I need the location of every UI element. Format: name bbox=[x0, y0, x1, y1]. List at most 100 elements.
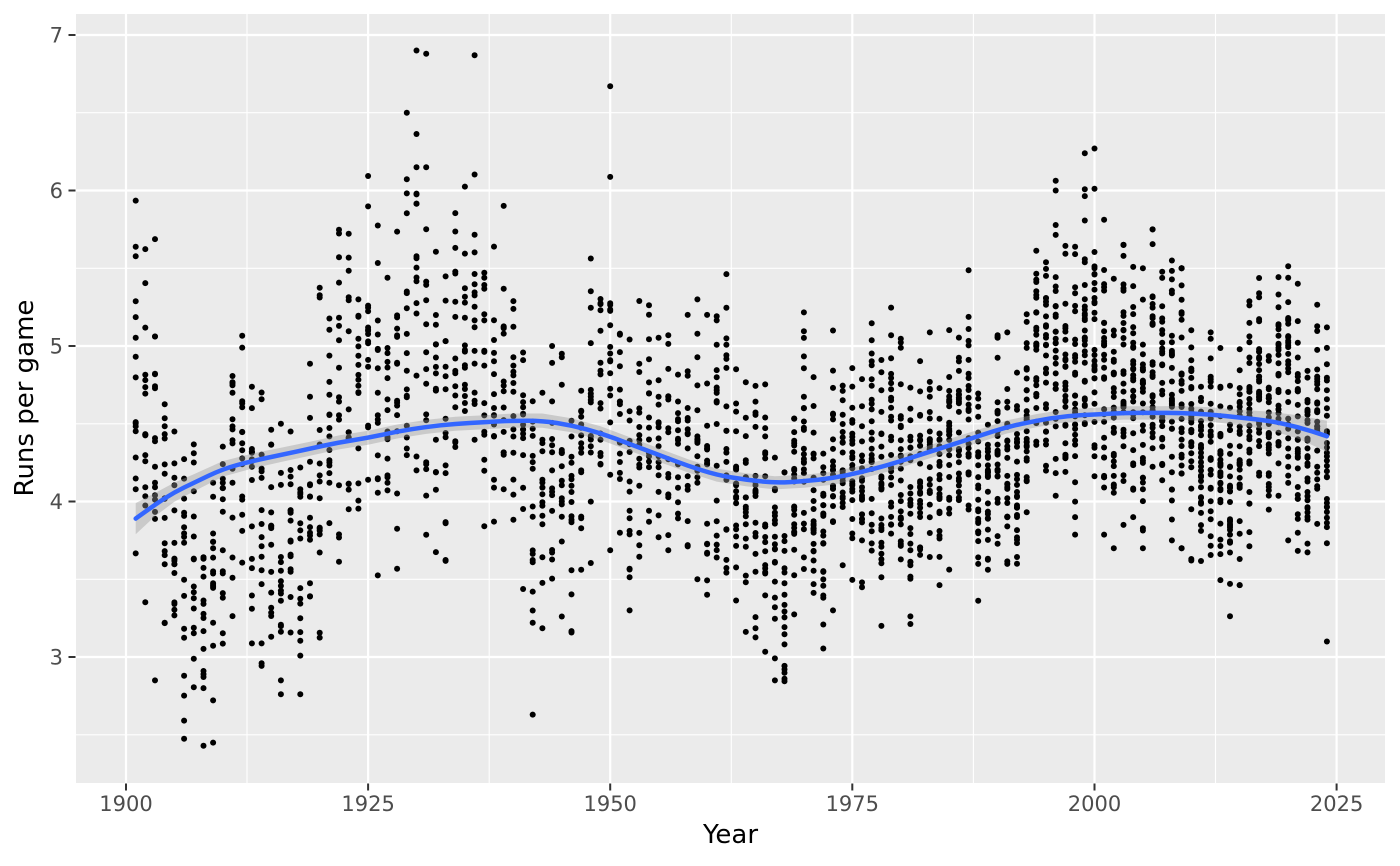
data-point bbox=[626, 478, 633, 485]
data-point bbox=[926, 329, 933, 336]
data-point bbox=[955, 459, 962, 466]
data-point bbox=[578, 525, 585, 532]
data-point bbox=[597, 400, 604, 407]
data-point bbox=[1014, 431, 1020, 437]
data-point bbox=[839, 562, 846, 569]
data-point bbox=[675, 510, 681, 517]
data-point bbox=[888, 404, 895, 411]
data-point bbox=[965, 401, 972, 408]
data-point bbox=[800, 526, 807, 533]
data-point bbox=[859, 403, 865, 410]
data-point bbox=[1149, 434, 1156, 441]
data-point bbox=[1314, 328, 1321, 334]
data-point bbox=[248, 448, 255, 455]
data-point bbox=[713, 398, 720, 405]
data-point bbox=[1072, 341, 1079, 347]
data-point bbox=[248, 565, 255, 572]
data-point bbox=[529, 513, 536, 520]
data-point bbox=[655, 472, 662, 479]
data-point bbox=[1004, 454, 1011, 461]
data-point bbox=[1323, 503, 1330, 510]
data-point bbox=[859, 475, 865, 482]
data-point bbox=[500, 285, 507, 292]
data-point bbox=[984, 556, 991, 563]
data-point bbox=[713, 518, 720, 525]
data-point bbox=[432, 321, 439, 328]
data-point bbox=[423, 492, 430, 499]
data-point bbox=[1246, 302, 1253, 309]
data-point bbox=[713, 374, 720, 381]
data-point bbox=[713, 421, 720, 427]
data-point bbox=[384, 396, 391, 403]
data-point bbox=[742, 379, 749, 386]
data-point bbox=[781, 601, 788, 608]
data-point bbox=[713, 497, 720, 504]
data-point bbox=[713, 367, 720, 374]
data-point bbox=[1236, 462, 1243, 468]
data-point bbox=[432, 436, 439, 443]
data-point bbox=[316, 292, 323, 299]
data-point bbox=[1120, 368, 1127, 375]
data-point bbox=[229, 514, 236, 521]
data-point bbox=[742, 513, 749, 520]
data-point bbox=[558, 350, 565, 357]
data-point bbox=[1285, 399, 1292, 405]
data-point bbox=[975, 449, 982, 456]
data-point bbox=[1207, 498, 1214, 505]
data-point bbox=[636, 542, 643, 549]
data-point bbox=[800, 426, 807, 433]
data-point bbox=[190, 655, 197, 662]
data-point bbox=[675, 474, 681, 481]
data-point bbox=[491, 243, 497, 250]
data-point bbox=[733, 400, 740, 407]
data-point bbox=[500, 202, 507, 209]
data-point bbox=[268, 604, 275, 611]
data-point bbox=[888, 482, 895, 488]
data-point bbox=[1159, 268, 1166, 275]
data-point bbox=[1023, 344, 1030, 351]
data-point bbox=[297, 652, 304, 659]
data-point bbox=[936, 476, 943, 483]
data-point bbox=[277, 677, 284, 684]
data-point bbox=[597, 371, 604, 378]
data-point bbox=[132, 314, 139, 321]
data-point bbox=[432, 248, 439, 255]
data-point bbox=[859, 495, 865, 501]
data-point bbox=[423, 164, 430, 171]
data-point bbox=[762, 648, 769, 655]
data-point bbox=[568, 591, 575, 598]
data-point bbox=[549, 547, 556, 553]
data-point bbox=[1139, 400, 1146, 407]
data-point bbox=[452, 270, 459, 277]
data-point bbox=[1188, 401, 1195, 407]
data-point bbox=[868, 458, 875, 465]
data-point bbox=[287, 473, 294, 480]
data-point bbox=[975, 597, 982, 604]
data-point bbox=[190, 595, 197, 602]
data-point bbox=[810, 557, 817, 564]
data-point bbox=[926, 487, 933, 494]
data-point bbox=[442, 415, 449, 422]
data-point bbox=[1072, 290, 1079, 297]
data-point bbox=[336, 482, 342, 489]
data-point-outlier bbox=[181, 672, 188, 679]
data-point bbox=[1081, 401, 1088, 408]
data-point bbox=[171, 606, 178, 613]
data-point bbox=[1314, 520, 1321, 527]
data-point bbox=[926, 481, 933, 488]
data-point bbox=[704, 577, 711, 584]
data-point bbox=[452, 210, 459, 217]
data-point bbox=[403, 288, 410, 295]
data-point bbox=[1275, 304, 1282, 311]
data-point bbox=[1294, 465, 1301, 472]
data-point-outlier bbox=[403, 109, 410, 116]
data-point bbox=[491, 391, 497, 398]
data-point bbox=[907, 496, 914, 503]
data-point bbox=[219, 484, 226, 491]
data-point bbox=[994, 441, 1001, 448]
data-point bbox=[452, 370, 459, 377]
data-point bbox=[1091, 367, 1098, 374]
data-point-outlier bbox=[1052, 187, 1059, 194]
data-point bbox=[975, 530, 982, 537]
data-point bbox=[1081, 193, 1088, 200]
